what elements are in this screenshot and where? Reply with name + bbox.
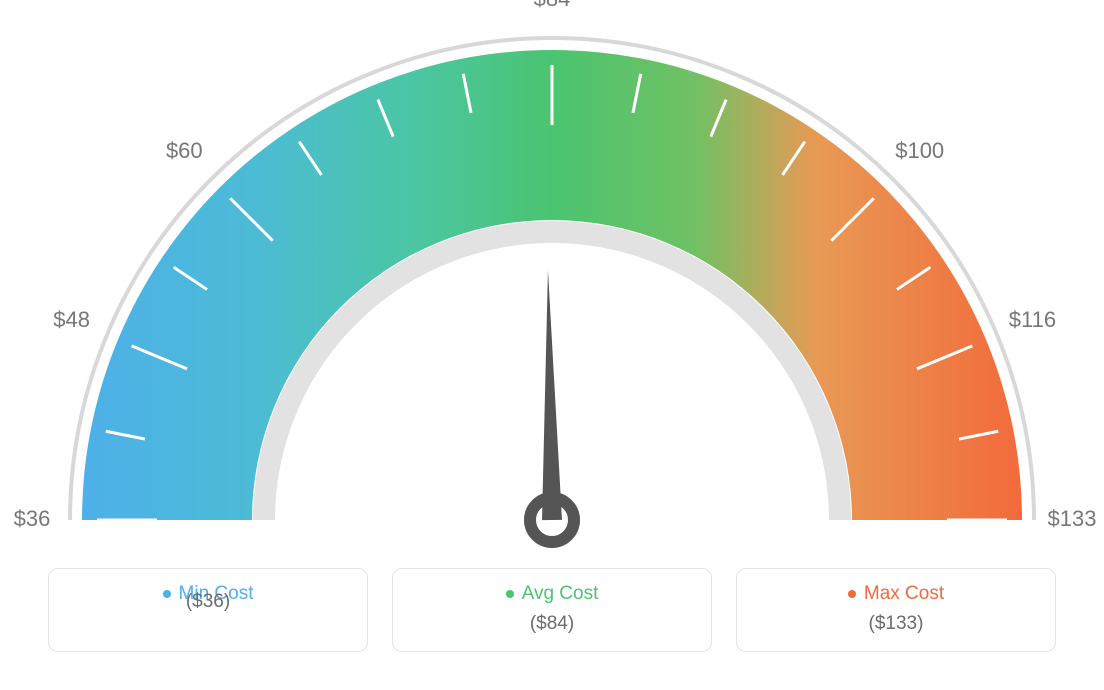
legend-dot-avg (506, 590, 514, 598)
gauge-tick-label: $100 (895, 138, 944, 163)
legend-title-avg: Avg Cost (506, 583, 599, 605)
legend-value-max-text: ($133) (757, 613, 1035, 635)
legend-label-max: Max Cost (864, 583, 944, 605)
legend-card-min: Min Cost ($36) (48, 568, 368, 652)
legend-dot-max (848, 590, 856, 598)
gauge-needle (542, 270, 562, 520)
legend-label-avg: Avg Cost (522, 583, 599, 605)
gauge-tick-label: $48 (53, 307, 90, 332)
gauge-tick-label: $133 (1048, 506, 1097, 531)
gauge-tick-label: $84 (534, 0, 571, 11)
legend-value-min-text: ($36) (69, 591, 347, 613)
gauge-tick-label: $60 (166, 138, 203, 163)
legend-title-max: Max Cost (848, 583, 944, 605)
legend-card-max: Max Cost ($133) (736, 568, 1056, 652)
legend-row: Min Cost ($36) Avg Cost ($84) Max Cost (… (0, 568, 1104, 652)
gauge-tick-label: $116 (1009, 307, 1056, 332)
gauge-tick-label: $36 (14, 506, 51, 531)
legend-value-avg-text: ($84) (413, 613, 691, 635)
gauge-chart: $36 $48 $60 $84 $100 $116 $133 (0, 0, 1104, 560)
legend-card-avg: Avg Cost ($84) (392, 568, 712, 652)
gauge-svg: $36 $48 $60 $84 $100 $116 $133 (0, 0, 1104, 560)
legend-dot-min (163, 590, 171, 598)
